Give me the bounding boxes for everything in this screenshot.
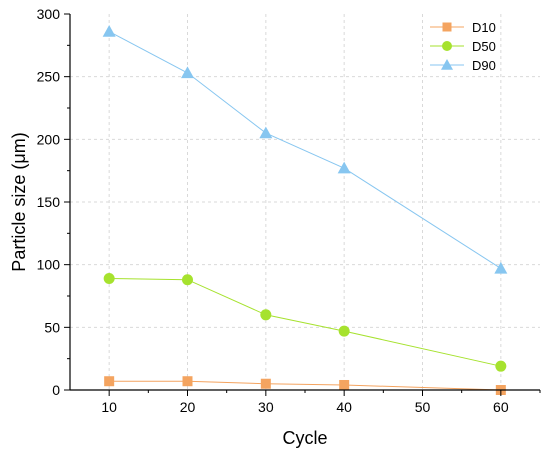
y-tick-label: 0 <box>52 382 60 398</box>
series-d50 <box>103 272 507 372</box>
x-tick-label: 10 <box>101 399 117 415</box>
legend-marker-d50 <box>442 41 452 51</box>
legend-label-d90: D90 <box>472 58 496 73</box>
series-line-d10 <box>109 380 501 391</box>
legend-item-d10: D10 <box>430 20 496 35</box>
y-tick-label: 150 <box>37 194 61 210</box>
tick-labels: 10 20 30 40 50 60 0 50 100 150 200 250 300 <box>37 6 509 415</box>
x-axis-label: Cycle <box>282 428 327 448</box>
data-point-d10 <box>104 376 115 387</box>
x-tick-label: 20 <box>180 399 196 415</box>
x-tick-label: 50 <box>415 399 431 415</box>
data-point-d90 <box>494 261 508 274</box>
grid <box>70 14 540 390</box>
series-line-d90 <box>108 31 502 269</box>
y-tick-label: 100 <box>37 257 61 273</box>
x-tick-label: 40 <box>336 399 352 415</box>
legend-label-d50: D50 <box>472 39 496 54</box>
y-tick-label: 300 <box>37 6 61 22</box>
data-point-d50 <box>260 309 272 321</box>
data-point-d10 <box>182 376 193 387</box>
data-point-d50 <box>338 325 350 337</box>
data-point-d90 <box>337 161 351 174</box>
data-point-d50 <box>103 272 115 284</box>
series-line-d50 <box>109 277 501 367</box>
data-point-d50 <box>182 274 193 286</box>
axes <box>64 13 541 396</box>
data-point-d10 <box>260 378 271 389</box>
data-point-d90 <box>102 25 116 37</box>
data-point-d90 <box>181 66 194 79</box>
legend-marker-d10 <box>442 22 452 32</box>
y-axis-label: Particle size (μm) <box>9 132 29 271</box>
data-point-d10 <box>339 379 350 390</box>
legend-marker-d90 <box>441 59 453 70</box>
x-tick-label: 30 <box>258 399 274 415</box>
legend-label-d10: D10 <box>472 20 496 35</box>
legend-item-d90: D90 <box>430 58 496 73</box>
legend-item-d50: D50 <box>430 39 496 54</box>
data-point-d90 <box>259 126 273 139</box>
y-tick-label: 50 <box>44 319 60 335</box>
y-tick-label: 250 <box>37 69 61 85</box>
y-tick-label: 200 <box>37 131 61 147</box>
legend: D10 D50 D90 <box>430 20 496 73</box>
series-d90 <box>102 25 508 274</box>
series-layer <box>102 25 508 395</box>
x-tick-label: 60 <box>493 399 509 415</box>
data-point-d50 <box>495 360 507 372</box>
